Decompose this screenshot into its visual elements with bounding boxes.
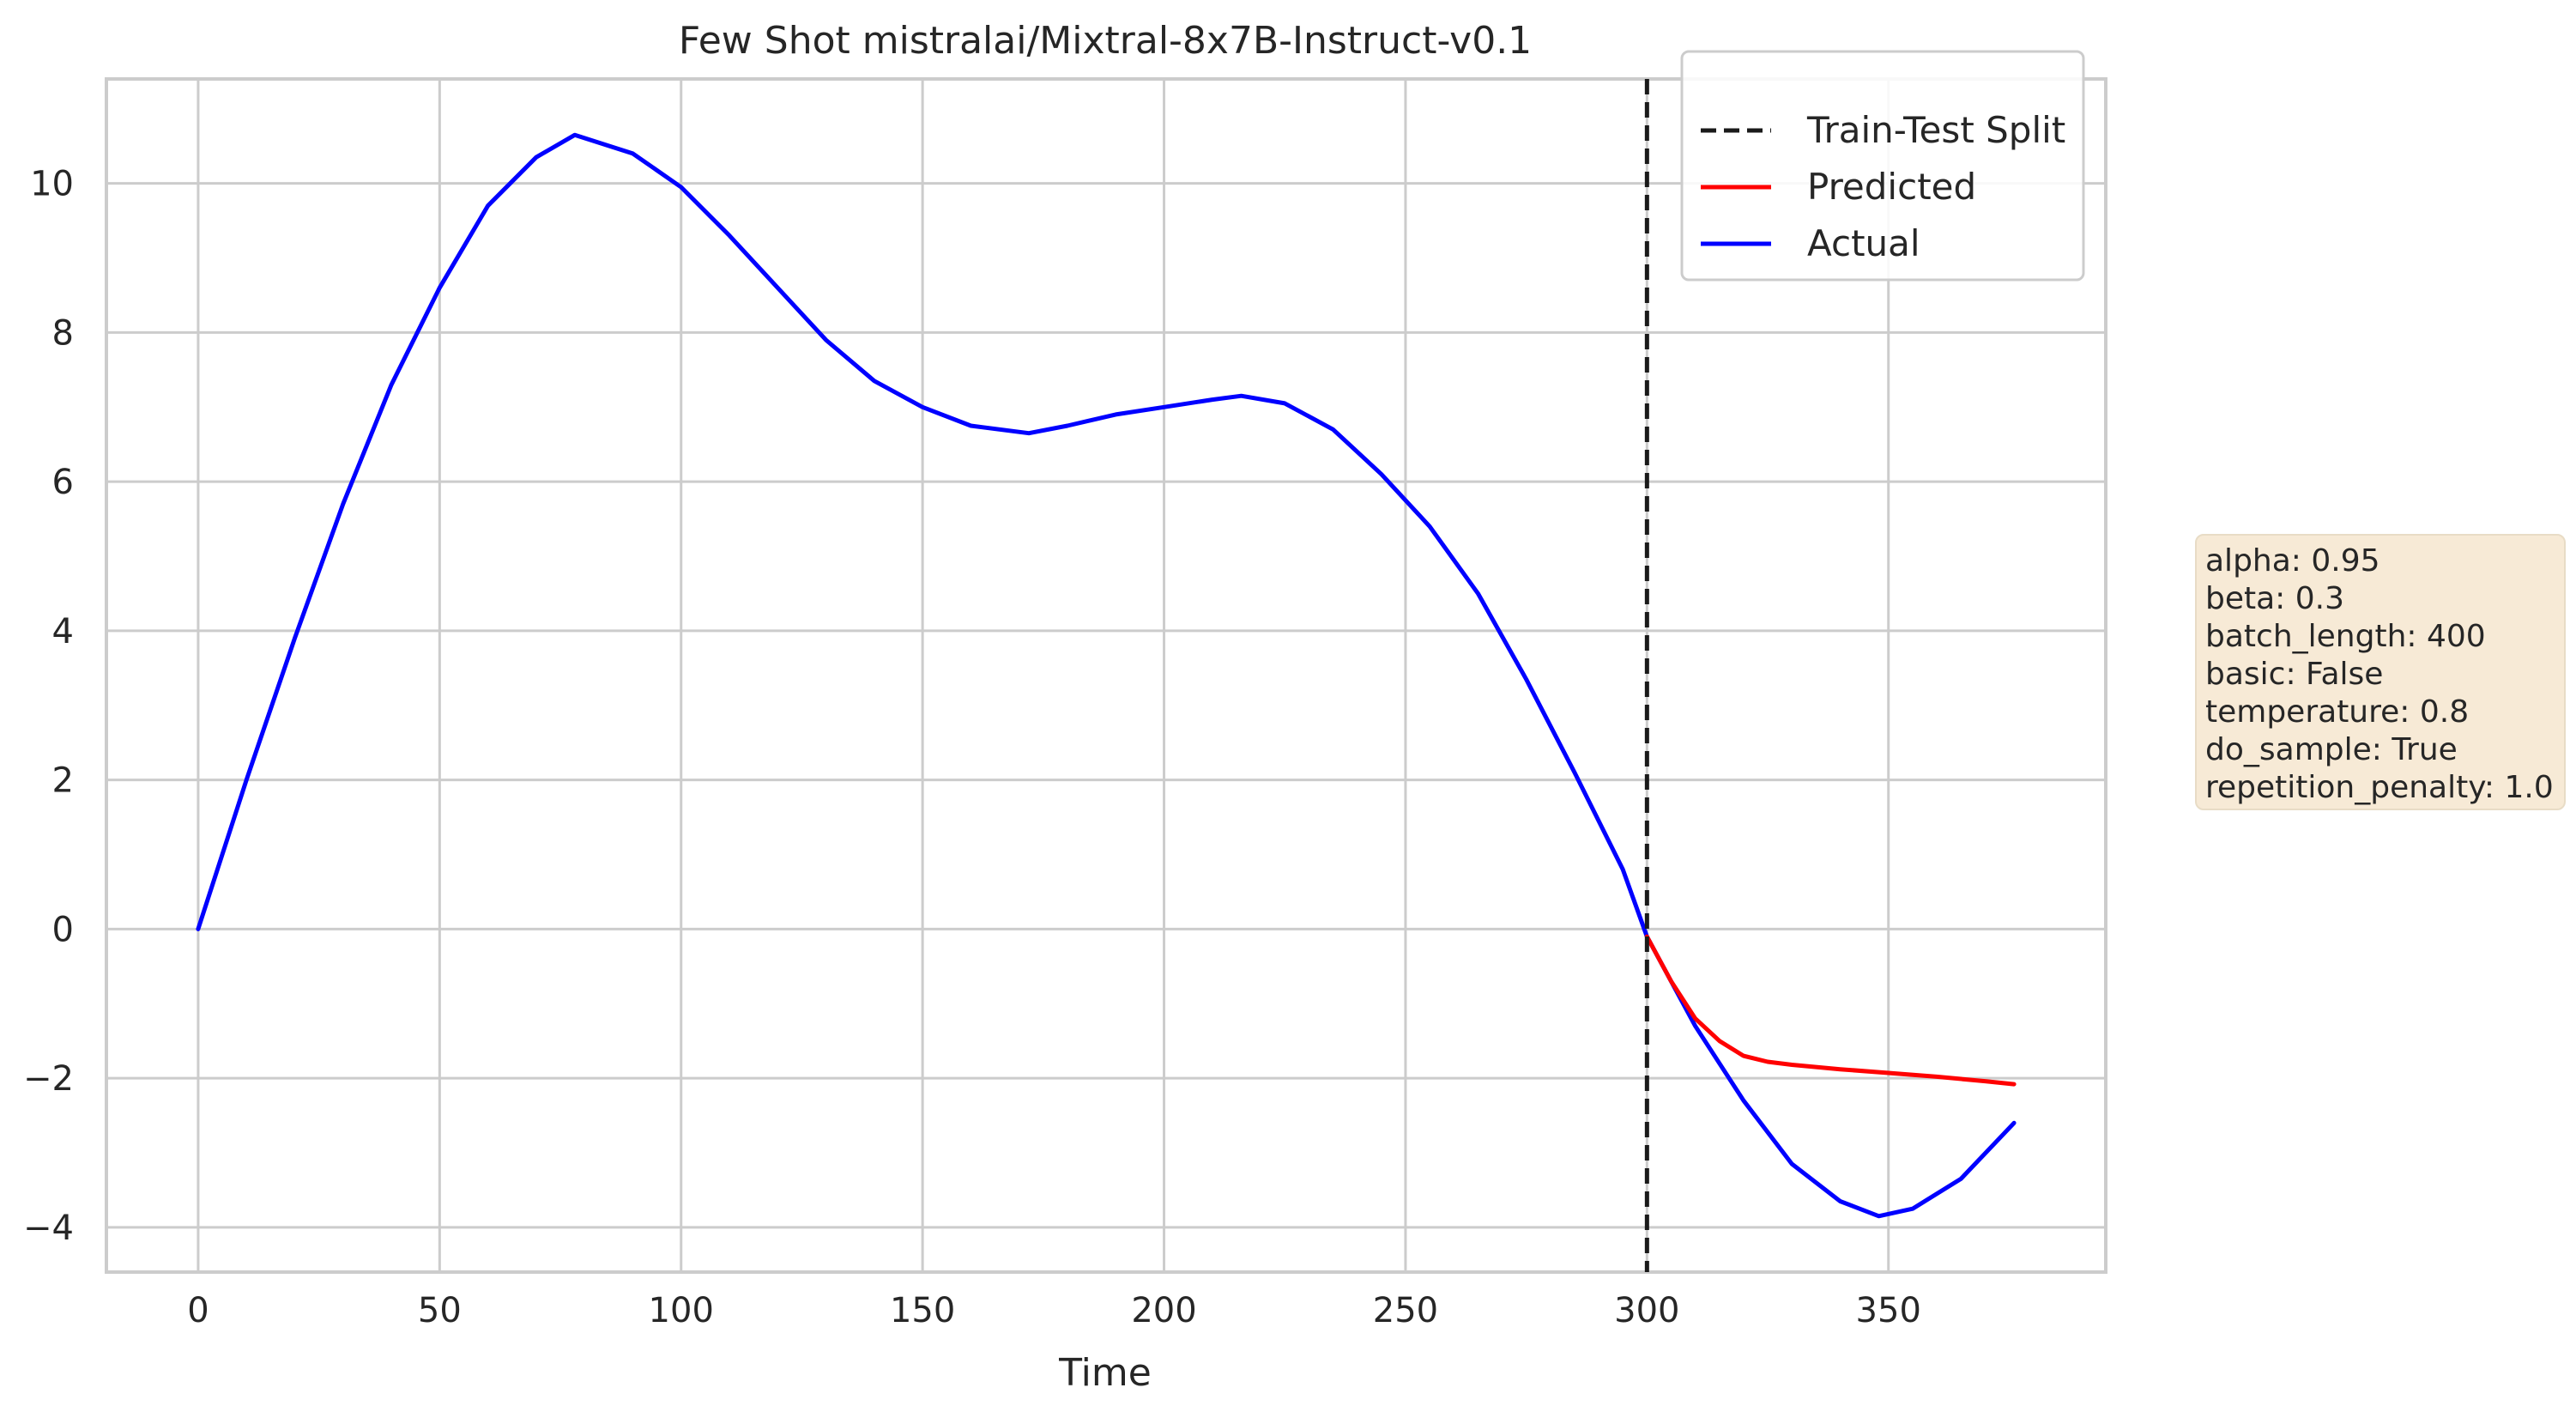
x-tick-label: 350 — [1856, 1291, 1921, 1330]
param-beta: beta: 0.3 — [2205, 581, 2344, 616]
param-batch-length: batch_length: 400 — [2205, 619, 2486, 654]
series-line-actual — [196, 132, 2017, 1219]
series-line-predicted — [1644, 934, 2017, 1087]
x-tick-label: 0 — [187, 1291, 209, 1330]
x-tick-label: 200 — [1131, 1291, 1196, 1330]
y-tick-label: −2 — [23, 1059, 74, 1099]
y-tick-label: 2 — [52, 761, 74, 801]
plot-area-frame — [105, 77, 2107, 1274]
param-do-sample: do_sample: True — [2205, 732, 2458, 767]
x-gridlines — [197, 79, 1890, 1272]
chart-title: Few Shot mistralai/Mixtral-8x7B-Instruct… — [679, 19, 1532, 63]
x-tick-label: 250 — [1373, 1291, 1438, 1330]
series-layer — [196, 132, 2017, 1219]
y-tick-label: 8 — [52, 313, 74, 353]
y-tick-label: 0 — [52, 910, 74, 949]
param-repetition-penalty: repetition_penalty: 1.0 — [2205, 770, 2554, 805]
y-tick-labels: −4 −2 0 2 4 6 8 10 — [23, 165, 74, 1248]
x-tick-label: 300 — [1614, 1291, 1679, 1330]
y-gridlines — [106, 182, 2106, 1229]
x-tick-labels: 0 50 100 150 200 250 300 350 — [187, 1291, 1921, 1330]
legend-label-predicted: Predicted — [1807, 166, 1976, 208]
y-tick-label: 6 — [52, 463, 74, 502]
parameters-box: alpha: 0.95 beta: 0.3 batch_length: 400 … — [2195, 534, 2566, 810]
legend-label-actual: Actual — [1807, 222, 1920, 264]
x-tick-label: 100 — [649, 1291, 714, 1330]
legend: Train-Test Split Predicted Actual — [1680, 50, 2085, 282]
y-tick-label: 10 — [30, 165, 74, 204]
param-alpha: alpha: 0.95 — [2205, 543, 2380, 579]
y-tick-label: 4 — [52, 612, 74, 651]
x-tick-label: 150 — [890, 1291, 955, 1330]
x-tick-label: 50 — [418, 1291, 462, 1330]
param-basic: basic: False — [2205, 657, 2384, 692]
y-tick-label: −4 — [23, 1209, 74, 1248]
legend-label-train-test-split: Train-Test Split — [1806, 109, 2065, 151]
x-axis-label: Time — [1058, 1351, 1152, 1395]
param-temperature: temperature: 0.8 — [2205, 694, 2470, 730]
legend-frame — [1680, 50, 2085, 282]
